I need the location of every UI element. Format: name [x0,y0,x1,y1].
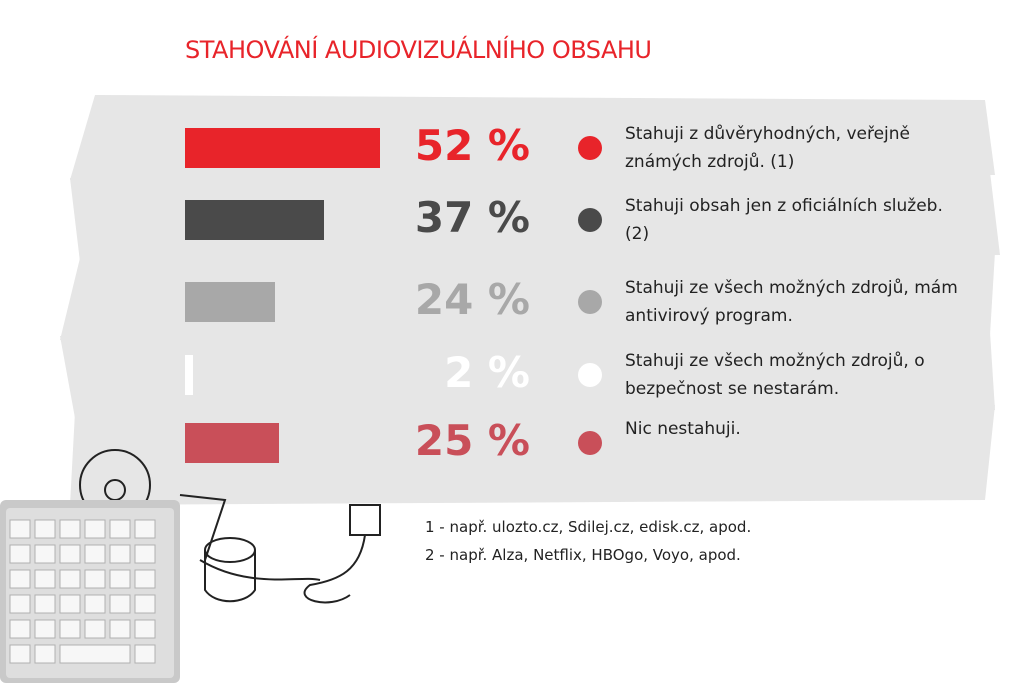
bar [185,200,324,240]
category-label: Stahuji ze všech možných zdrojů, o bezpe… [625,351,925,399]
bar [185,355,193,395]
value-label: 37 % [414,193,530,242]
footnote: 1 - např. ulozto.cz, Sdilej.cz, edisk.cz… [425,518,752,536]
category-label: Stahuji obsah jen z oficiálních služeb. … [625,196,943,244]
chart-title: STAHOVÁNÍ AUDIOVIZUÁLNÍHO OBSAHU [185,36,652,64]
category-label: Stahuji z důvěryhodných, veřejně známých… [625,124,911,172]
bar [185,282,275,322]
category-label: Stahuji ze všech možných zdrojů, mám ant… [625,278,958,326]
value-label: 2 % [444,348,530,397]
legend-dot [578,290,602,314]
bar [185,128,380,168]
legend-dot [578,431,602,455]
keyboard [0,500,180,683]
value-label: 52 % [414,121,530,170]
legend-dot [578,136,602,160]
legend-dot [578,208,602,232]
value-label: 24 % [414,275,530,324]
value-label: 25 % [414,416,530,465]
bar [185,423,279,463]
footnote: 2 - např. Alza, Netflix, HBOgo, Voyo, ap… [425,546,741,564]
legend-dot [578,363,602,387]
category-label: Nic nestahuji. [625,419,741,439]
